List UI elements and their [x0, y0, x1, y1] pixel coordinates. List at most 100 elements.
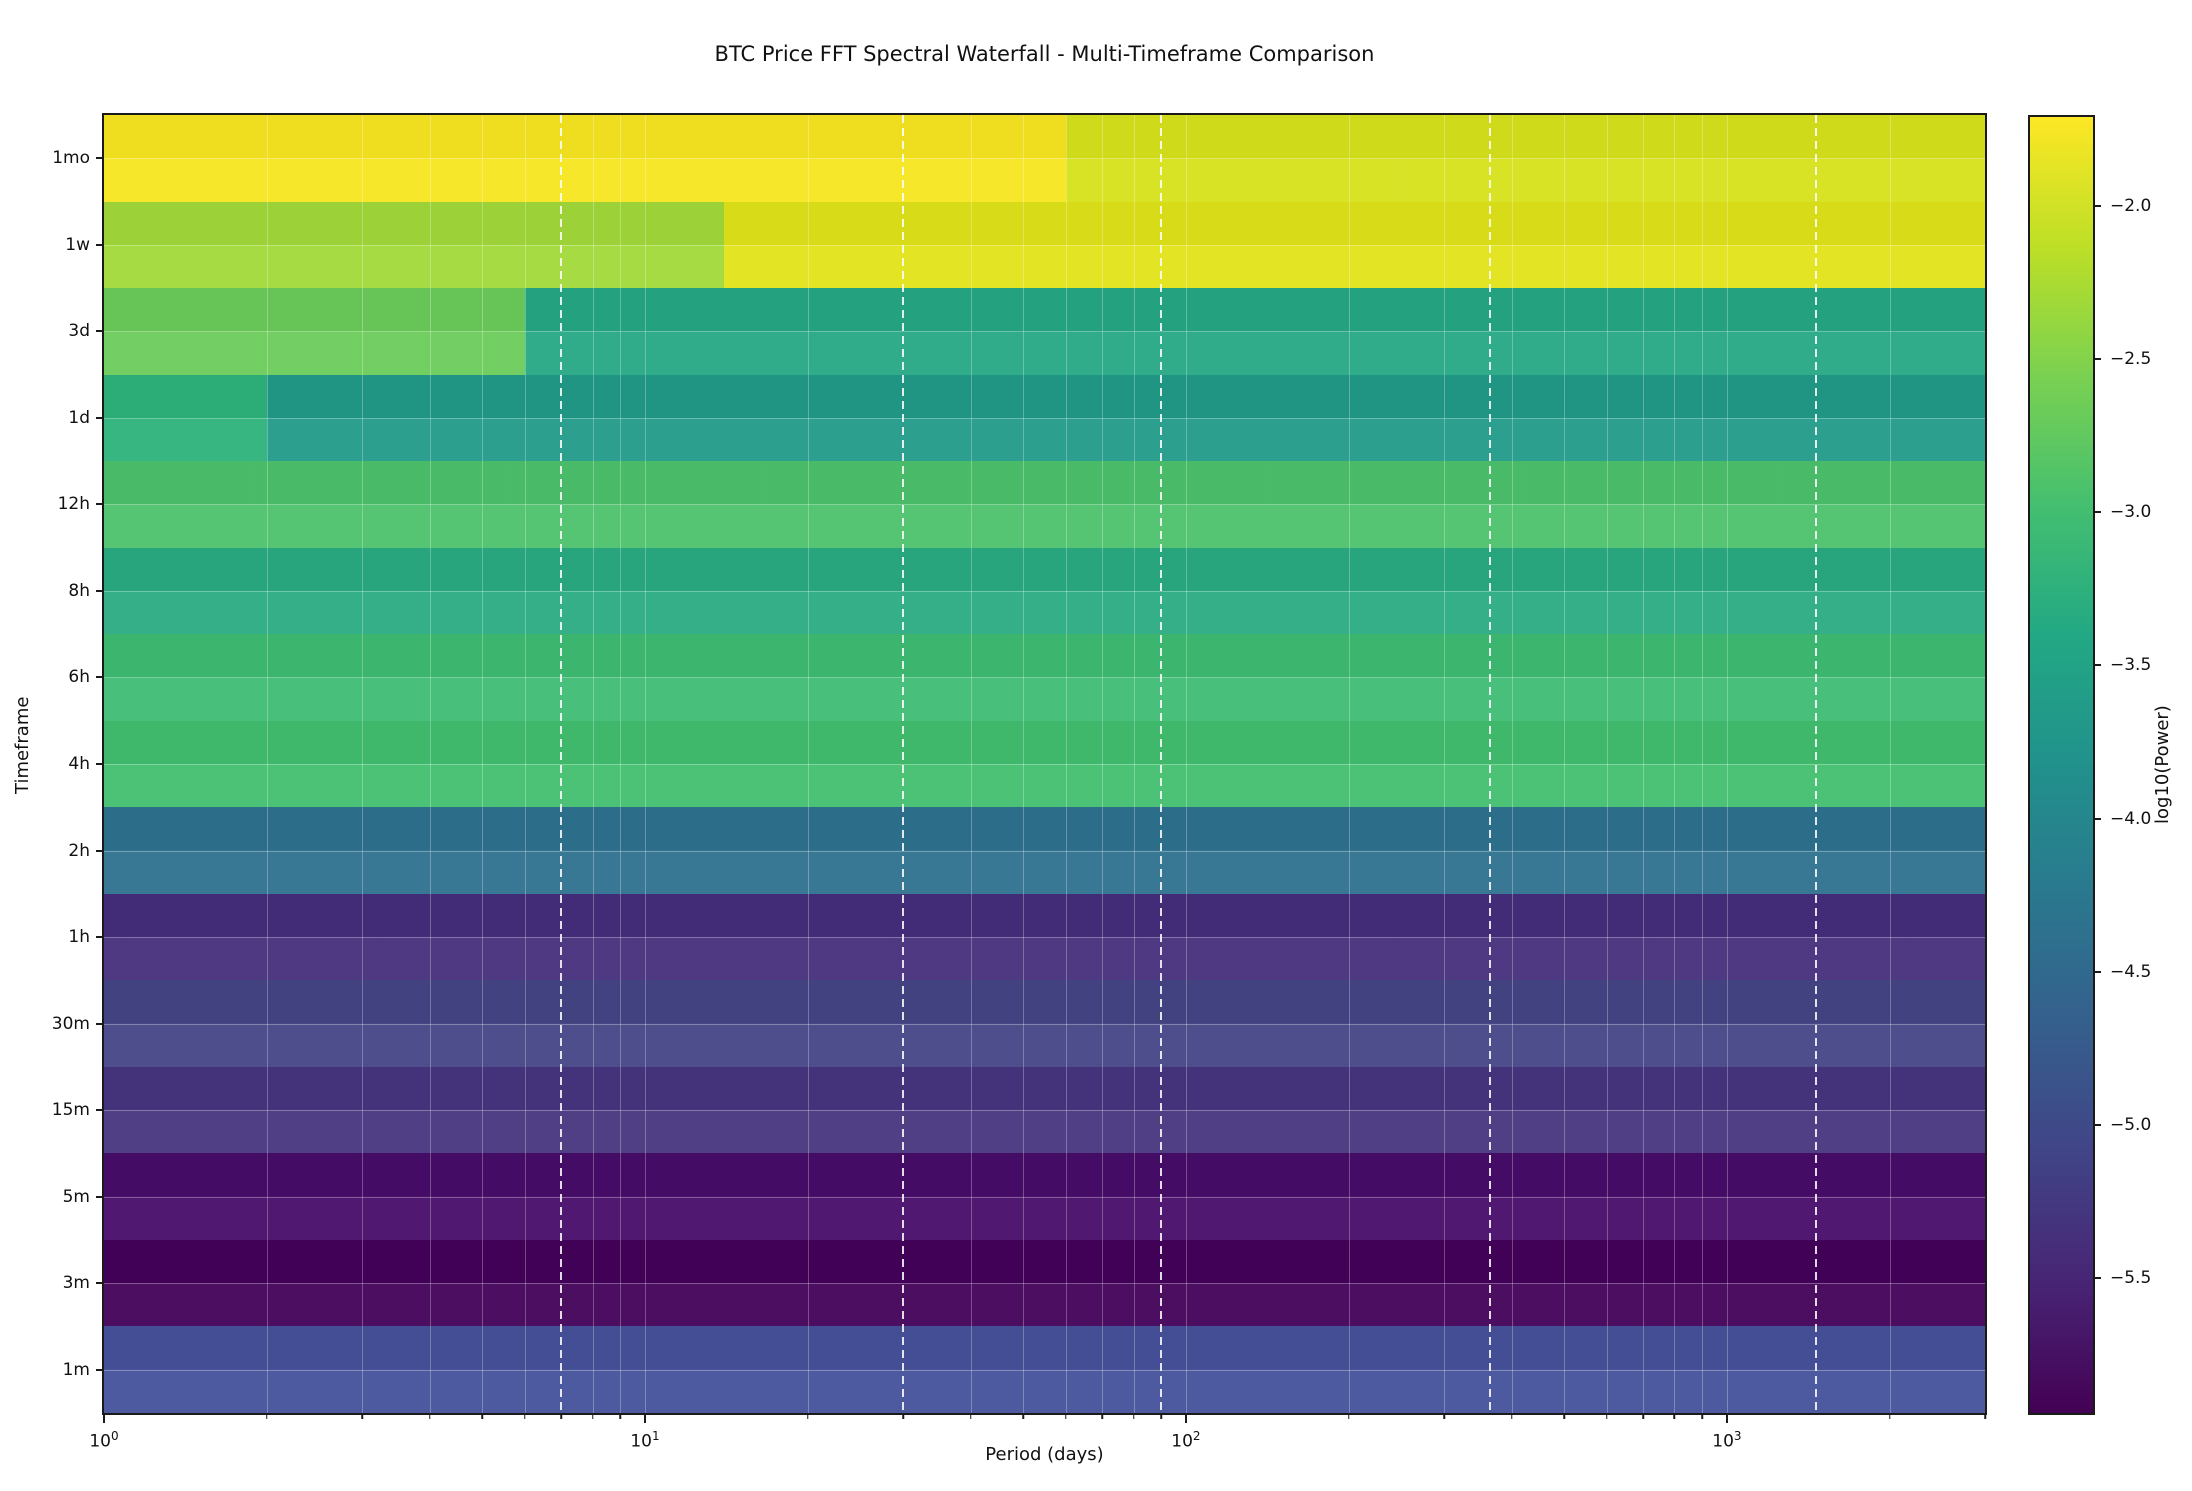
minor-gridline	[1643, 115, 1645, 1413]
minor-gridline	[1133, 115, 1135, 1413]
heatmap-cell-segment	[1065, 115, 1985, 202]
minor-gridline	[266, 115, 268, 1413]
y-tick-label: 6h	[68, 667, 90, 688]
x-minor-tick-mark	[619, 1413, 621, 1419]
x-major-tick-mark	[103, 1413, 105, 1423]
y-tick-label: 5m	[62, 1186, 90, 1207]
colorbar-tick-mark	[2095, 204, 2101, 207]
minor-gridline	[1564, 115, 1566, 1413]
x-minor-tick-mark	[1160, 1413, 1162, 1419]
colorbar-tick-label: −4.0	[2110, 808, 2152, 829]
heatmap-cell-segment	[104, 374, 267, 462]
heatmap-cell-segment	[524, 288, 1985, 375]
y-tick-label: 1w	[65, 234, 90, 255]
minor-gridline	[1065, 115, 1067, 1413]
minor-gridline	[620, 115, 622, 1413]
colorbar-tick-label: −4.5	[2110, 961, 2152, 982]
colorbar-tick-label: −3.0	[2110, 502, 2152, 523]
y-tick-mark	[96, 330, 102, 333]
y-axis-label: Timeframe	[12, 696, 33, 795]
heatmap-cell-segment	[104, 720, 1985, 808]
y-tick-label: 1m	[62, 1359, 90, 1380]
minor-gridline	[1674, 115, 1676, 1413]
colorbar-tick-mark	[2095, 1124, 2101, 1126]
dashed-reference-gridline	[902, 115, 905, 1413]
minor-gridline	[524, 115, 526, 1413]
dashed-reference-gridline	[1489, 115, 1492, 1413]
minor-gridline	[1348, 115, 1350, 1413]
x-minor-tick-mark	[902, 1413, 904, 1419]
x-minor-tick-mark	[1984, 1413, 1986, 1419]
dashed-reference-gridline	[560, 115, 563, 1413]
minor-gridline	[482, 115, 484, 1413]
minor-gridline	[1606, 115, 1608, 1413]
minor-gridline	[1444, 115, 1446, 1413]
x-minor-tick-mark	[1563, 1413, 1565, 1419]
heatmap-cell-segment	[104, 1066, 1985, 1154]
heatmap-cell-segment	[104, 1239, 1985, 1327]
minor-gridline	[807, 115, 809, 1413]
x-minor-tick-mark	[1132, 1413, 1135, 1419]
colorbar-tick-mark	[2095, 664, 2101, 667]
x-minor-tick-mark	[266, 1413, 268, 1419]
x-minor-tick-mark	[1701, 1413, 1703, 1419]
x-minor-tick-mark	[1101, 1413, 1103, 1419]
x-major-tick-mark	[1725, 1413, 1728, 1423]
y-tick-label: 3d	[68, 321, 90, 342]
y-tick-label: 8h	[68, 580, 90, 601]
colorbar	[2028, 115, 2095, 1415]
minor-gridline	[429, 115, 431, 1413]
x-minor-tick-mark	[481, 1413, 483, 1419]
colorbar-label: log10(Power)	[2152, 705, 2173, 825]
minor-gridline	[1185, 115, 1187, 1413]
y-tick-mark	[96, 1368, 102, 1371]
y-tick-label: 12h	[57, 494, 90, 515]
x-minor-tick-mark	[428, 1413, 431, 1419]
heatmap-cell-segment	[104, 288, 525, 375]
heatmap-cell-segment	[104, 893, 1985, 981]
colorbar-tick-label: −5.0	[2110, 1115, 2152, 1135]
heatmap-cell-segment	[104, 547, 1985, 635]
y-tick-mark	[96, 416, 102, 419]
x-major-tick-mark	[643, 1413, 646, 1423]
y-tick-mark	[96, 1022, 102, 1025]
minor-gridline	[644, 115, 646, 1413]
y-tick-label: 4h	[68, 754, 90, 774]
x-minor-tick-mark	[591, 1413, 594, 1419]
heatmap-cell-segment	[104, 461, 1985, 548]
minor-gridline	[1726, 115, 1728, 1413]
x-minor-tick-mark	[1022, 1413, 1024, 1419]
colorbar-tick-label: −2.0	[2110, 195, 2152, 216]
minor-gridline	[362, 115, 364, 1413]
minor-gridline	[970, 115, 972, 1413]
x-minor-tick-mark	[1065, 1413, 1067, 1419]
heatmap-cell-segment	[104, 980, 1985, 1067]
y-tick-mark	[96, 849, 102, 852]
y-tick-mark	[96, 1282, 102, 1285]
colorbar-tick-label: −3.5	[2110, 655, 2152, 676]
y-tick-label: 2h	[68, 840, 90, 861]
x-axis-label: Period (days)	[985, 1444, 1104, 1465]
heatmap-cell-segment	[104, 807, 1985, 894]
x-minor-tick-mark	[969, 1413, 972, 1419]
y-tick-mark	[96, 676, 102, 679]
plot-area	[102, 113, 1987, 1415]
y-tick-label: 1d	[68, 407, 90, 428]
x-minor-tick-mark	[1606, 1413, 1608, 1419]
y-tick-mark	[96, 763, 102, 765]
colorbar-tick-mark	[2095, 511, 2101, 514]
x-minor-tick-mark	[807, 1413, 809, 1419]
minor-gridline	[1511, 115, 1513, 1413]
colorbar-tick-label: −2.5	[2110, 349, 2152, 370]
minor-gridline	[1889, 115, 1891, 1413]
y-tick-mark	[96, 1195, 102, 1198]
x-minor-tick-mark	[1642, 1413, 1644, 1419]
y-tick-mark	[96, 503, 102, 506]
heatmap-cell-segment	[104, 115, 1066, 202]
minor-gridline	[1023, 115, 1025, 1413]
y-tick-mark	[96, 157, 102, 160]
x-tick-label: 100	[89, 1429, 119, 1452]
minor-gridline	[1102, 115, 1104, 1413]
x-tick-label: 103	[1712, 1429, 1742, 1452]
x-minor-tick-mark	[1888, 1413, 1891, 1419]
